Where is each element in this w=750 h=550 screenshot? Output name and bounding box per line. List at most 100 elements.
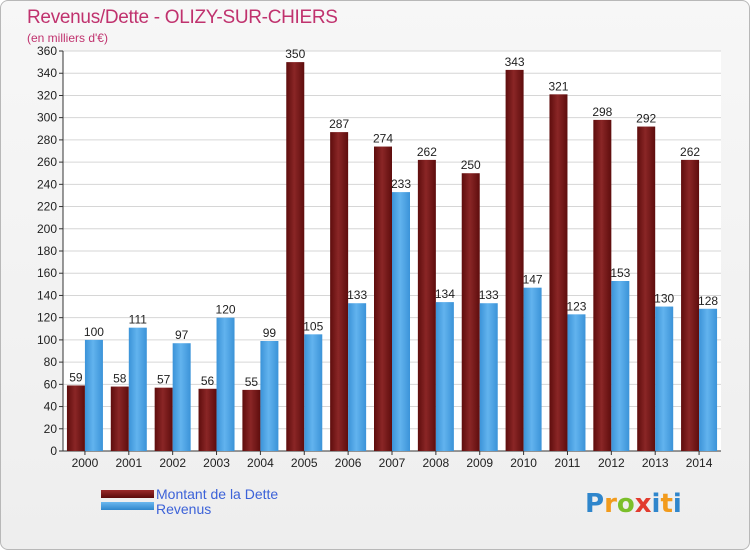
bar-dette bbox=[637, 126, 656, 452]
data-label-dette: 350 bbox=[285, 47, 305, 61]
bar-revenus bbox=[128, 327, 147, 451]
y-tick-label: 20 bbox=[44, 422, 58, 436]
bar-revenus bbox=[84, 339, 103, 451]
data-label-revenus: 233 bbox=[391, 177, 411, 191]
data-label-revenus: 97 bbox=[175, 328, 189, 342]
y-tick-label: 140 bbox=[37, 288, 57, 302]
data-label-revenus: 147 bbox=[523, 273, 543, 287]
proxiti-logo: Proxiti bbox=[585, 489, 682, 519]
x-tick-label: 2007 bbox=[379, 456, 406, 470]
x-tick-label: 2010 bbox=[510, 456, 537, 470]
y-tick-label: 340 bbox=[37, 66, 57, 80]
x-tick-label: 2011 bbox=[555, 456, 581, 470]
y-tick-label: 100 bbox=[37, 333, 57, 347]
bar-dette bbox=[461, 173, 480, 451]
x-tick-label: 2001 bbox=[115, 456, 142, 470]
bar-dette bbox=[374, 146, 392, 452]
bar-dette bbox=[66, 385, 85, 451]
bar-dette bbox=[681, 159, 700, 451]
data-label-revenus: 134 bbox=[435, 287, 455, 301]
data-label-revenus: 123 bbox=[566, 299, 586, 313]
y-tick-label: 240 bbox=[37, 177, 57, 191]
bar-dette bbox=[593, 119, 612, 451]
y-tick-label: 220 bbox=[37, 200, 57, 214]
bar-dette bbox=[286, 62, 305, 451]
data-label-dette: 343 bbox=[505, 55, 525, 69]
legend-label-dette: Montant de la Dette bbox=[156, 486, 279, 502]
data-label-dette: 57 bbox=[157, 373, 171, 387]
x-tick-label: 2009 bbox=[466, 456, 493, 470]
x-tick-label: 2012 bbox=[598, 456, 625, 470]
legend-label-revenus: Revenus bbox=[156, 501, 212, 517]
bar-revenus bbox=[611, 281, 630, 451]
y-tick-label: 260 bbox=[37, 155, 57, 169]
bar-revenus bbox=[392, 192, 410, 451]
data-label-dette: 58 bbox=[113, 372, 127, 386]
bar-dette bbox=[198, 388, 217, 451]
x-tick-label: 2005 bbox=[291, 456, 318, 470]
bar-dette bbox=[417, 159, 436, 451]
y-tick-label: 40 bbox=[44, 400, 58, 414]
y-tick-label: 0 bbox=[50, 444, 57, 458]
data-label-dette: 287 bbox=[329, 117, 349, 131]
data-label-dette: 56 bbox=[201, 374, 215, 388]
data-label-revenus: 105 bbox=[303, 319, 323, 333]
x-tick-label: 2003 bbox=[203, 456, 230, 470]
bar-revenus bbox=[435, 302, 454, 451]
x-tick-label: 2014 bbox=[686, 456, 713, 470]
y-tick-label: 300 bbox=[37, 111, 57, 125]
data-label-revenus: 130 bbox=[654, 292, 674, 306]
bar-dette bbox=[330, 132, 349, 451]
data-label-revenus: 99 bbox=[263, 326, 277, 340]
bar-revenus bbox=[655, 306, 674, 451]
x-tick-label: 2006 bbox=[335, 456, 362, 470]
bar-dette bbox=[549, 94, 568, 451]
y-tick-label: 80 bbox=[44, 355, 58, 369]
legend-swatch-dette bbox=[101, 490, 154, 498]
data-label-dette: 59 bbox=[69, 370, 83, 384]
data-label-dette: 262 bbox=[680, 145, 700, 159]
bar-revenus bbox=[260, 341, 279, 451]
data-label-dette: 298 bbox=[592, 105, 612, 119]
data-label-dette: 262 bbox=[417, 145, 437, 159]
data-label-dette: 274 bbox=[373, 132, 393, 146]
bar-revenus bbox=[304, 334, 323, 451]
bar-revenus bbox=[216, 317, 235, 451]
data-label-revenus: 128 bbox=[698, 294, 718, 308]
data-label-dette: 321 bbox=[548, 79, 568, 93]
data-label-revenus: 120 bbox=[216, 303, 236, 317]
x-tick-label: 2000 bbox=[72, 456, 99, 470]
y-tick-label: 320 bbox=[37, 88, 57, 102]
x-tick-label: 2008 bbox=[423, 456, 450, 470]
data-label-revenus: 133 bbox=[347, 288, 367, 302]
legend-swatch-revenus bbox=[101, 502, 154, 510]
x-tick-label: 2002 bbox=[159, 456, 186, 470]
bar-revenus bbox=[523, 287, 542, 451]
y-tick-label: 60 bbox=[44, 377, 58, 391]
y-tick-label: 160 bbox=[37, 266, 57, 280]
bar-revenus bbox=[172, 343, 191, 451]
bar-dette bbox=[242, 389, 261, 451]
bar-dette bbox=[110, 386, 129, 451]
data-label-dette: 55 bbox=[245, 375, 259, 389]
data-label-revenus: 153 bbox=[610, 266, 630, 280]
bar-revenus bbox=[479, 303, 498, 451]
y-tick-label: 360 bbox=[37, 44, 57, 58]
y-tick-label: 180 bbox=[37, 244, 57, 258]
y-tick-label: 120 bbox=[37, 311, 57, 325]
bar-revenus bbox=[699, 308, 718, 451]
data-label-revenus: 111 bbox=[129, 313, 148, 327]
data-label-revenus: 100 bbox=[84, 325, 104, 339]
chart-subtitle: (en milliers d'€) bbox=[27, 31, 108, 45]
x-tick-label: 2004 bbox=[247, 456, 274, 470]
bar-revenus bbox=[567, 314, 586, 451]
bar-revenus bbox=[348, 303, 367, 451]
chart-title: Revenus/Dette - OLIZY-SUR-CHIERS bbox=[27, 7, 338, 28]
data-label-dette: 292 bbox=[636, 112, 656, 126]
y-tick-label: 200 bbox=[37, 222, 57, 236]
x-tick-label: 2013 bbox=[642, 456, 669, 470]
y-tick-label: 280 bbox=[37, 133, 57, 147]
data-label-revenus: 133 bbox=[479, 288, 499, 302]
